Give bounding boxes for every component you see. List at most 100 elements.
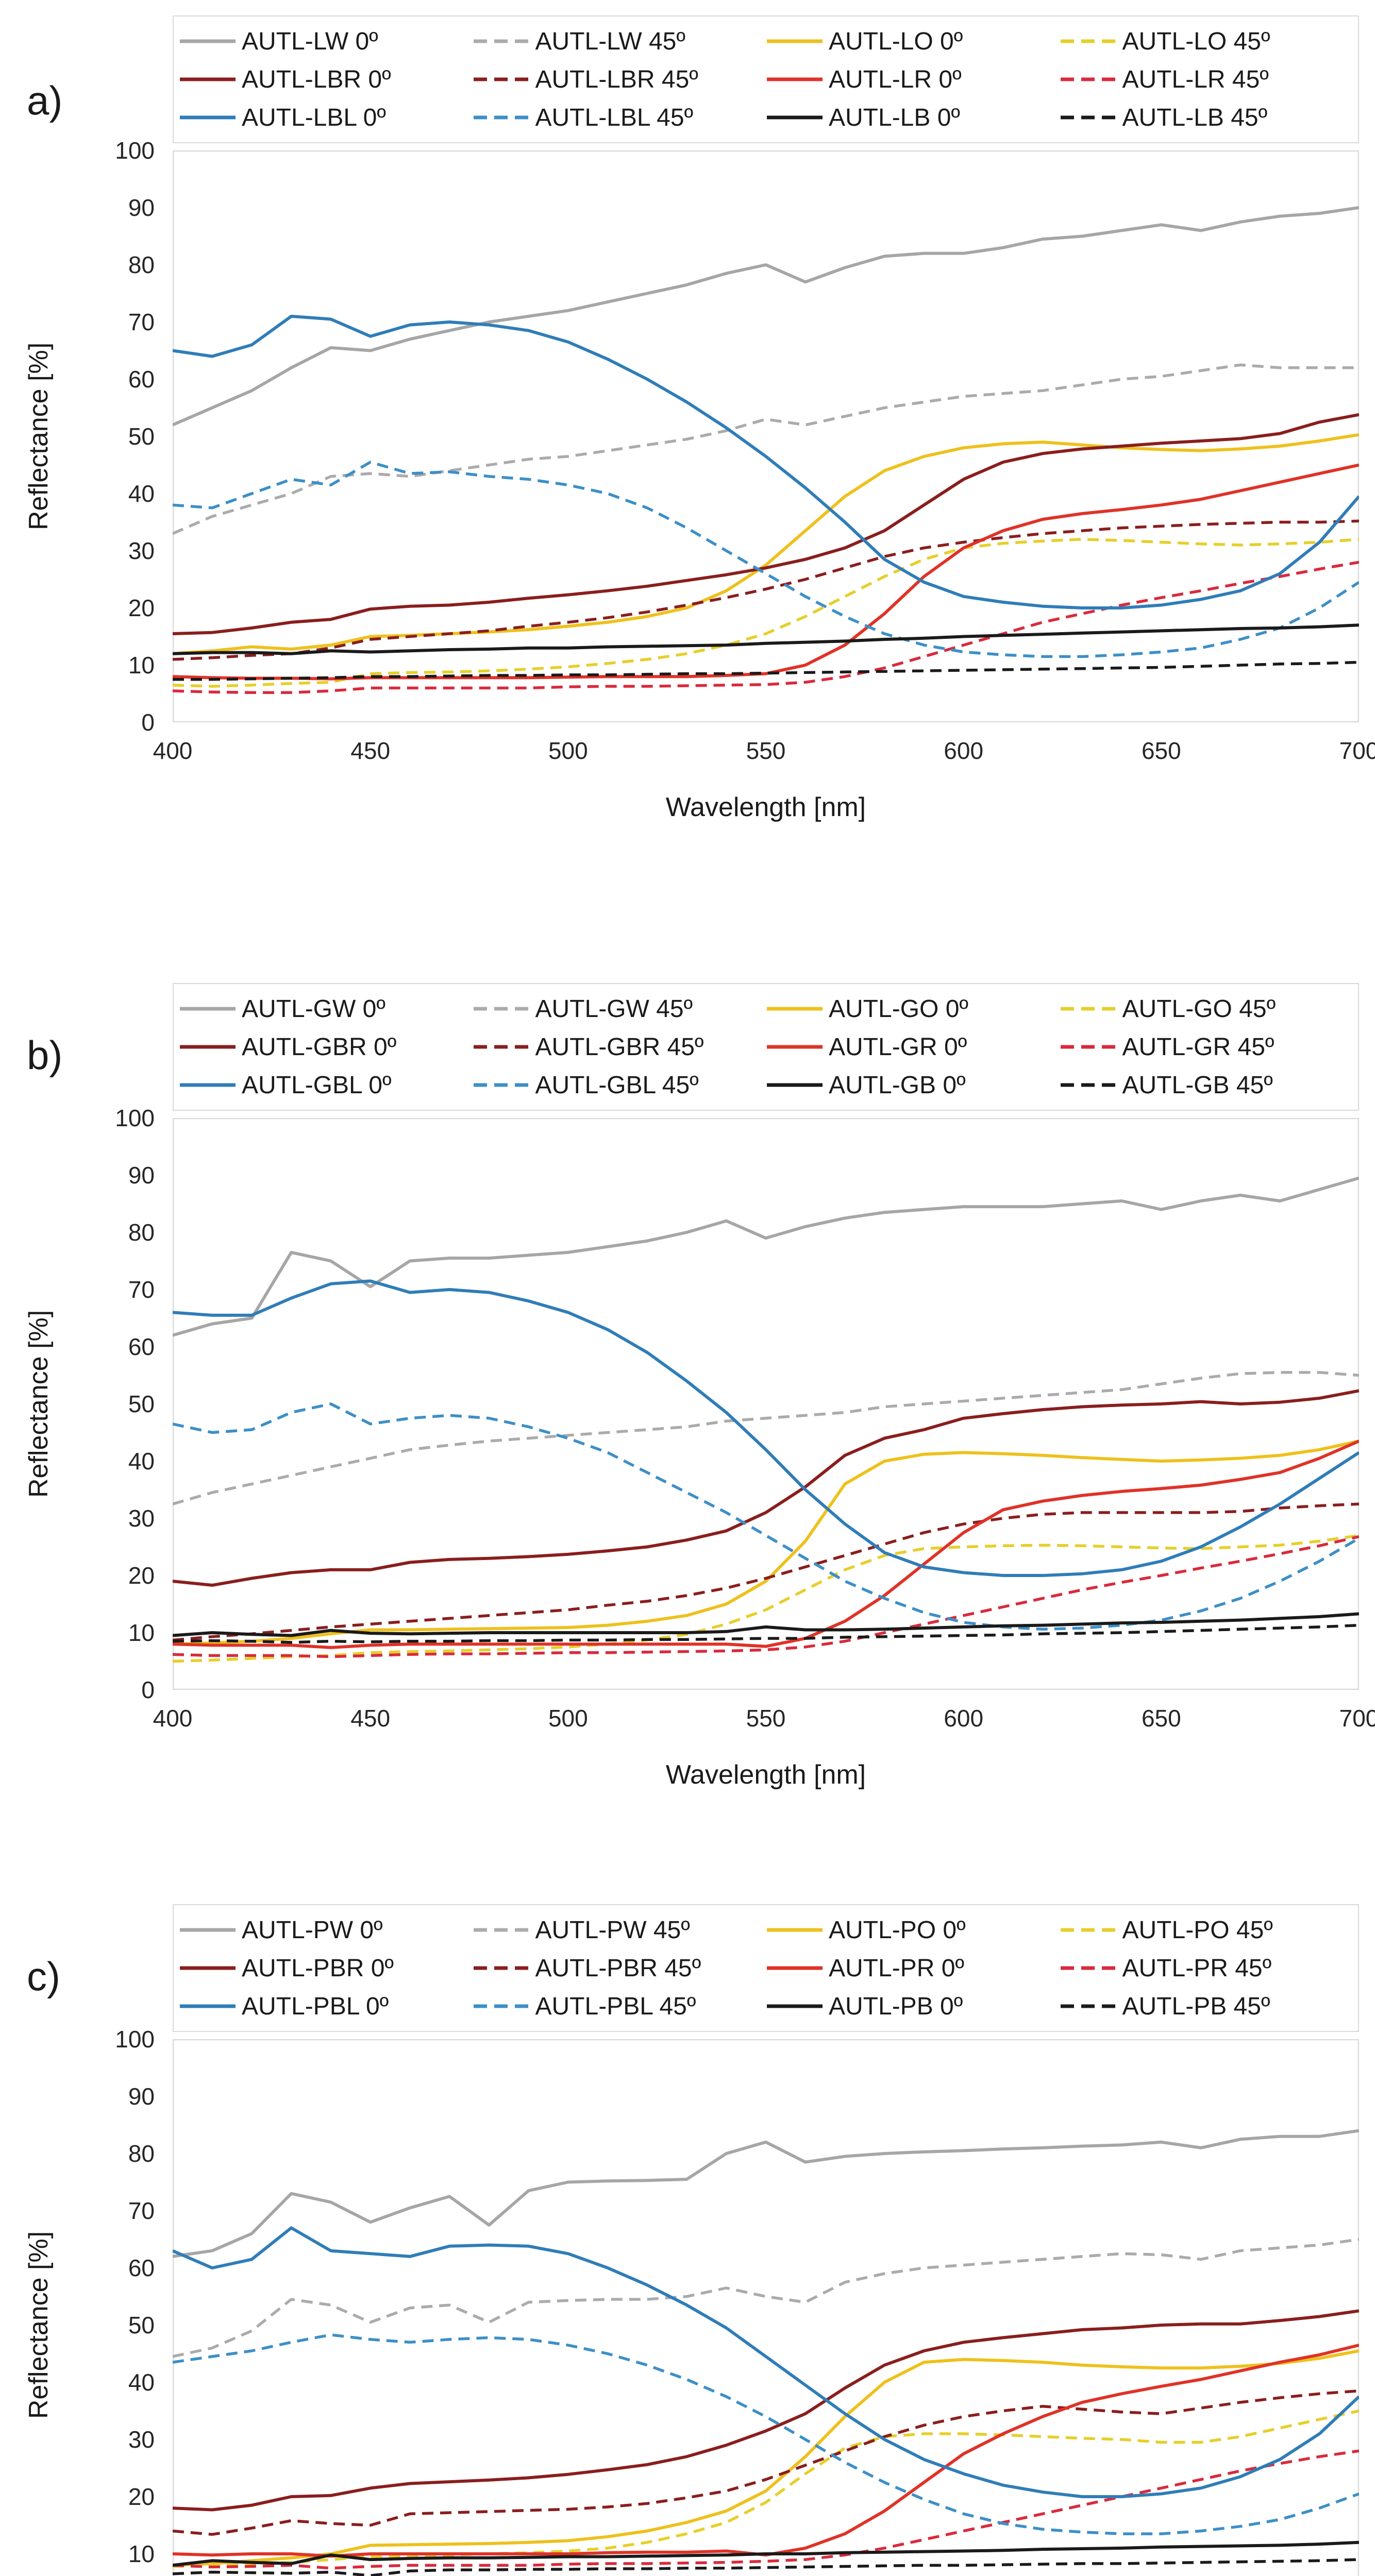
dashed-line-swatch-icon: [1060, 2004, 1116, 2008]
series-line AUTL-GBR 45º: [173, 1502, 1359, 1642]
solid-line-swatch-icon: [767, 1007, 823, 1011]
series-line AUTL-LW 0º: [173, 206, 1359, 427]
y-tick-label: 60: [128, 2255, 155, 2281]
solid-line-swatch-icon: [767, 2004, 823, 2008]
legend-label: AUTL-PR 45º: [1122, 1954, 1272, 1982]
dashed-line-swatch-icon: [1060, 1007, 1116, 1011]
x-tick-label: 600: [944, 1705, 984, 1732]
x-tick-label: 600: [944, 737, 984, 764]
y-tick-label: 70: [128, 1276, 155, 1303]
solid-line-swatch-icon: [767, 1083, 823, 1087]
y-tick-label: 30: [128, 537, 155, 564]
y-tick-label: 70: [128, 2197, 155, 2224]
solid-line-swatch-icon: [767, 1966, 823, 1970]
legend-item: AUTL-GBL 0º: [179, 1069, 473, 1101]
plot-frame: [173, 1118, 1359, 1690]
legend-label: AUTL-GR 0º: [829, 1033, 967, 1061]
legend-label: AUTL-PO 0º: [829, 1916, 966, 1944]
legend-item: AUTL-LBR 0º: [179, 63, 473, 96]
panel-c: c) AUTL-PW 0º AUTL-PW 45º AUTL-PO 0º AUTL-P…: [0, 1832, 1375, 2576]
solid-line-swatch-icon: [180, 1928, 236, 1932]
legend-label: AUTL-GR 45º: [1122, 1033, 1275, 1061]
legend-item: AUTL-LBL 45º: [473, 101, 766, 134]
solid-line-swatch-icon: [180, 1083, 236, 1087]
panel-b: b) AUTL-GW 0º AUTL-GW 45º AUTL-GO 0º AUTL-G…: [0, 916, 1375, 1832]
legend-item: AUTL-GR 45º: [1060, 1030, 1353, 1063]
dashed-line-swatch-icon: [473, 1045, 529, 1049]
legend-item: AUTL-PW 45º: [473, 1913, 766, 1946]
panel-label-a: a): [27, 78, 63, 123]
series-line AUTL-GW 0º: [173, 1176, 1359, 1337]
series-line AUTL-LBL 0º: [173, 314, 1359, 609]
y-tick-label: 50: [128, 1391, 155, 1417]
x-axis-label-a: Wavelength [nm]: [665, 792, 866, 822]
y-tick-label: 0: [141, 1676, 155, 1703]
series-line AUTL-GBR 0º: [173, 1389, 1359, 1587]
x-tick-label: 650: [1141, 737, 1181, 764]
y-tick-label: 70: [128, 309, 155, 335]
dashed-line-swatch-icon: [473, 1083, 529, 1087]
legend-item: AUTL-GW 0º: [179, 992, 473, 1025]
legend-item: AUTL-GB 0º: [766, 1069, 1060, 1101]
spectra-plot-c: [173, 2039, 1359, 2576]
legend-item: AUTL-PBL 0º: [179, 1990, 473, 2023]
y-tick-label: 60: [128, 1333, 155, 1360]
legend-label: AUTL-PR 0º: [829, 1954, 964, 1982]
legend-label: AUTL-LW 45º: [535, 27, 685, 55]
x-tick-label: 550: [746, 1705, 786, 1732]
dashed-line-swatch-icon: [1060, 1966, 1116, 1970]
legend-label: AUTL-GB 45º: [1122, 1071, 1273, 1099]
series-line AUTL-LBR 45º: [173, 519, 1359, 661]
legend-item: AUTL-PBR 45º: [473, 1952, 766, 1985]
legend-item: AUTL-LBL 0º: [179, 101, 473, 134]
series-line AUTL-PBL 45º: [173, 2333, 1359, 2535]
panel-label-c: c): [27, 1954, 60, 1999]
legend-label: AUTL-GBR 0º: [242, 1033, 397, 1061]
legend-item: AUTL-GO 45º: [1060, 992, 1353, 1025]
legend-label: AUTL-PBR 45º: [535, 1954, 701, 1982]
x-tick-label: 500: [548, 1705, 588, 1732]
series-line AUTL-PBR 0º: [173, 2309, 1359, 2512]
legend-item: AUTL-PR 45º: [1060, 1952, 1353, 1985]
series-line AUTL-LO 45º: [173, 538, 1359, 688]
plot-area-a: [173, 150, 1359, 722]
x-tick-label: 500: [548, 737, 588, 764]
legend-c: AUTL-PW 0º AUTL-PW 45º AUTL-PO 0º AUTL-PO 4…: [173, 1904, 1359, 2032]
y-tick-label: 40: [128, 480, 155, 507]
x-axis-label-b: Wavelength [nm]: [665, 1760, 866, 1790]
spectra-plot-b: [173, 1118, 1359, 1690]
series-line AUTL-GR 45º: [173, 1535, 1359, 1658]
legend-label: AUTL-PB 0º: [829, 1992, 963, 2020]
legend-label: AUTL-LBL 0º: [242, 104, 386, 131]
solid-line-swatch-icon: [767, 115, 823, 120]
y-tick-label: 100: [115, 137, 155, 164]
solid-line-swatch-icon: [767, 39, 823, 43]
dashed-line-swatch-icon: [1060, 39, 1116, 43]
legend-item: AUTL-PW 0º: [179, 1913, 473, 1946]
panel-label-b: b): [27, 1032, 63, 1078]
series-line AUTL-PBR 45º: [173, 2389, 1359, 2536]
y-tick-label: 10: [128, 1619, 155, 1646]
solid-line-swatch-icon: [180, 39, 236, 43]
legend-item: AUTL-PBL 45º: [473, 1990, 766, 2023]
legend-label: AUTL-PW 45º: [535, 1916, 690, 1944]
legend-label: AUTL-GBL 45º: [535, 1071, 699, 1099]
series-line AUTL-PO 0º: [173, 2349, 1359, 2567]
legend-item: AUTL-PR 0º: [766, 1952, 1060, 1985]
legend-item: AUTL-LB 45º: [1060, 101, 1353, 134]
legend-b: AUTL-GW 0º AUTL-GW 45º AUTL-GO 0º AUTL-GO 4…: [173, 983, 1359, 1111]
x-tick-label: 450: [350, 737, 391, 764]
legend-item: AUTL-LO 0º: [766, 25, 1060, 58]
series-line AUTL-PB 0º: [173, 2540, 1359, 2567]
legend-item: AUTL-GW 45º: [473, 992, 766, 1025]
plot-area-b: [173, 1118, 1359, 1690]
legend-label: AUTL-LW 0º: [242, 27, 378, 55]
series-line AUTL-GO 0º: [173, 1439, 1359, 1646]
series-line AUTL-LBL 45º: [173, 461, 1359, 658]
y-tick-label: 90: [128, 194, 155, 221]
y-tick-label: 30: [128, 1505, 155, 1532]
x-tick-label: 700: [1339, 737, 1375, 764]
series-line AUTL-LB 0º: [173, 623, 1359, 655]
legend-label: AUTL-LB 0º: [829, 104, 960, 131]
series-line AUTL-LR 45º: [173, 561, 1359, 694]
